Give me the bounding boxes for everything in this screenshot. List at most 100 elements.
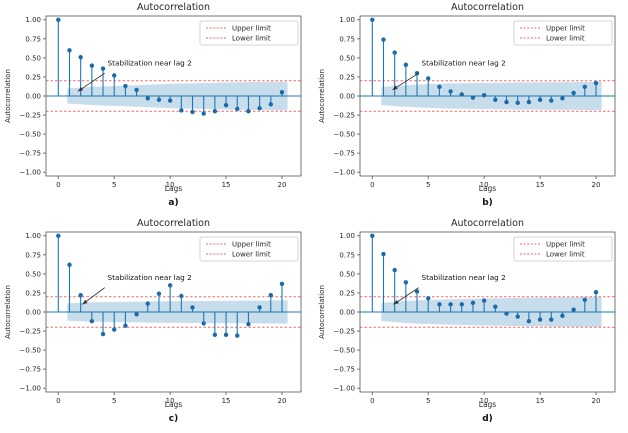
- legend-label: Upper limit: [232, 241, 271, 249]
- acf-subplot-a: 0 5 10 15 20 1.00 0.75 0.50 0.25 0.00 −0.25 −0.50 −0…: [0, 0, 314, 216]
- annotation-text: Stabilization near lag 2: [422, 273, 506, 282]
- marker: [268, 293, 274, 298]
- legend-label: Upper limit: [546, 25, 585, 33]
- marker: [370, 17, 375, 23]
- legend-box: [513, 236, 613, 262]
- y-axis-label: Autocorrelation: [318, 69, 326, 123]
- annotation-arrow: [77, 72, 105, 92]
- y-tick-label: 1.00: [339, 232, 355, 240]
- x-tick-label: 15: [536, 397, 545, 405]
- x-axis-label: Lags: [478, 400, 497, 409]
- marker: [56, 17, 61, 23]
- marker: [145, 301, 150, 306]
- plot-title: Autocorrelation: [136, 2, 211, 13]
- marker: [78, 293, 83, 298]
- marker: [167, 283, 173, 288]
- x-tick-label: 20: [592, 397, 601, 405]
- marker: [246, 109, 251, 114]
- annotation-text: Stabilization near lag 2: [422, 59, 506, 68]
- marker: [459, 302, 464, 307]
- y-tick-label: 0.00: [25, 308, 41, 316]
- marker: [89, 63, 95, 68]
- marker: [392, 50, 397, 55]
- marker: [549, 317, 554, 322]
- annotation-arrowhead: [82, 299, 88, 305]
- marker: [156, 291, 162, 296]
- marker: [448, 89, 453, 94]
- x-tick-label: 15: [536, 181, 545, 189]
- x-tick-label: 5: [112, 181, 116, 189]
- subplot-letter-label: a): [168, 198, 179, 208]
- legend-box: [199, 236, 299, 262]
- y-tick-label: 0.75: [25, 251, 41, 259]
- marker: [223, 102, 229, 108]
- marker: [437, 84, 442, 90]
- y-tick-label: 0.75: [339, 35, 355, 43]
- marker: [268, 102, 274, 107]
- acf-plot-d: 0 5 10 15 20 1.00 0.75 0.50 0.25 0.00 −0.25 −0.50 −0…: [334, 231, 616, 405]
- y-tick-label: −0.50: [334, 346, 355, 354]
- x-axis-label: Lags: [164, 184, 183, 193]
- plot-title: Autocorrelation: [136, 218, 211, 229]
- marker: [481, 93, 487, 98]
- legend-label: Lower limit: [546, 251, 585, 259]
- y-tick-label: 0.00: [339, 308, 355, 316]
- marker: [437, 302, 442, 307]
- y-tick-label: 0.50: [339, 54, 355, 62]
- x-tick-label: 10: [480, 181, 489, 189]
- legend-label: Lower limit: [232, 35, 271, 43]
- y-tick-label: −1.00: [334, 169, 355, 177]
- y-tick-label: −0.75: [20, 366, 41, 374]
- marker: [426, 76, 431, 81]
- y-tick-label: −0.75: [20, 150, 41, 158]
- x-tick-label: 10: [480, 397, 489, 405]
- y-tick-label: −0.25: [334, 327, 355, 335]
- marker: [493, 97, 498, 103]
- annotation-arrow: [393, 287, 419, 305]
- marker: [504, 311, 509, 316]
- legend-label: Upper limit: [232, 25, 271, 33]
- marker: [190, 305, 195, 310]
- marker: [403, 280, 409, 285]
- annotation-arrow: [392, 72, 419, 91]
- marker: [201, 321, 206, 326]
- plot-title: Autocorrelation: [450, 2, 525, 13]
- marker: [426, 296, 431, 301]
- marker: [257, 105, 262, 111]
- marker: [56, 233, 61, 239]
- x-tick-label: 5: [112, 397, 116, 405]
- marker: [459, 92, 464, 97]
- marker: [190, 109, 195, 115]
- marker: [235, 333, 240, 338]
- marker: [515, 100, 520, 106]
- y-tick-label: −1.00: [334, 385, 355, 393]
- x-tick-label: 15: [222, 397, 231, 405]
- y-tick-label: 0.50: [25, 270, 41, 278]
- y-tick-label: −0.75: [334, 150, 355, 158]
- y-tick-label: 0.50: [25, 54, 41, 62]
- subplot-letter-label: c): [168, 414, 179, 424]
- x-tick-label: 20: [278, 181, 287, 189]
- y-tick-label: 0.75: [339, 251, 355, 259]
- x-tick-label: 0: [370, 181, 374, 189]
- annotation-arrowhead: [393, 299, 399, 305]
- y-tick-label: 0.00: [339, 92, 355, 100]
- marker: [571, 90, 576, 96]
- annotation-text: Stabilization near lag 2: [108, 273, 192, 282]
- marker: [560, 313, 565, 319]
- marker: [414, 289, 420, 294]
- acf-subplot-c: 0 5 10 15 20 1.00 0.75 0.50 0.25 0.00 −0.25 −0.50 −0…: [0, 216, 314, 433]
- marker: [112, 73, 117, 78]
- acf-plot-b: 0 5 10 15 20 1.00 0.75 0.50 0.25 0.00 −0.25 −0.50 −0…: [334, 15, 616, 189]
- marker: [381, 251, 386, 257]
- marker: [179, 108, 184, 113]
- marker: [582, 84, 588, 90]
- legend-label: Lower limit: [232, 251, 271, 259]
- annotation-arrowhead: [77, 86, 84, 92]
- marker: [279, 281, 285, 287]
- marker: [257, 305, 262, 310]
- x-tick-label: 10: [166, 181, 175, 189]
- legend-label: Upper limit: [546, 241, 585, 249]
- marker: [403, 62, 409, 67]
